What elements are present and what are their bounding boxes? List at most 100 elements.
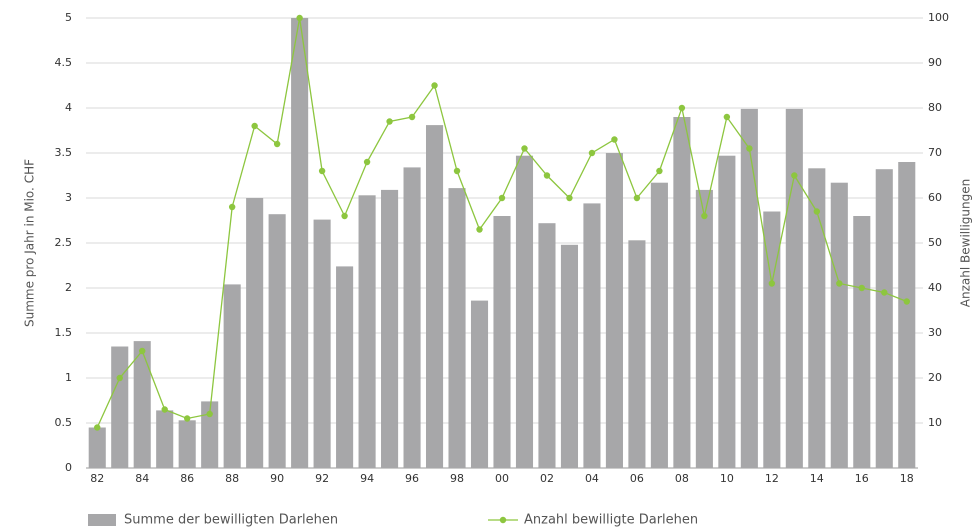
line-point [408, 113, 416, 121]
x-tick-label: 12 [765, 472, 779, 485]
line-point [611, 136, 618, 143]
bar [493, 216, 511, 468]
bar [628, 240, 646, 468]
y2-axis-label: Anzahl Bewilligungen [959, 179, 973, 307]
bar [425, 125, 444, 468]
bar [898, 162, 916, 468]
bar [403, 167, 421, 468]
x-tick-label: 00 [495, 472, 509, 485]
x-tick-label: 04 [585, 472, 599, 485]
line-point [723, 113, 731, 121]
line-point [746, 145, 753, 152]
legend-swatch [88, 514, 116, 526]
line-point [768, 280, 776, 287]
x-tick-label: 18 [900, 472, 914, 485]
bar [201, 401, 219, 468]
line-point [633, 194, 641, 202]
bar [538, 223, 556, 468]
line-point [94, 424, 101, 431]
line-point [656, 167, 663, 175]
y2-tick-label: 20 [928, 371, 942, 384]
y-tick-label: 0 [65, 461, 72, 474]
x-tick-label: 86 [180, 472, 194, 485]
bar [133, 341, 151, 468]
legend-label: Summe der bewilligten Darlehen [124, 513, 338, 528]
legend-swatch [499, 516, 507, 524]
y-tick-label: 2.5 [55, 236, 73, 249]
x-tick-label: 02 [540, 472, 554, 485]
bar [178, 420, 196, 468]
y2-tick-label: 40 [928, 281, 942, 294]
line-point [881, 289, 888, 296]
line-point [273, 140, 281, 148]
line-point [701, 212, 708, 220]
bar [313, 219, 331, 468]
bar [156, 410, 174, 468]
y-tick-label: 2 [65, 281, 72, 294]
y-tick-label: 0.5 [55, 416, 73, 429]
bar [650, 182, 668, 468]
y2-tick-label: 60 [928, 191, 942, 204]
y-tick-label: 4.5 [55, 56, 73, 69]
y-tick-label: 1 [65, 371, 72, 384]
bar [336, 266, 354, 468]
line-point [858, 284, 865, 292]
y2-tick-label: 50 [928, 236, 942, 249]
bar [673, 117, 691, 468]
x-tick-label: 98 [450, 472, 464, 485]
line-point [341, 212, 348, 220]
y-tick-label: 4 [65, 101, 72, 114]
y-axis-label: Summe pro Jahr in Mio. CHF [23, 159, 37, 327]
bar [605, 153, 623, 468]
line-point [476, 226, 483, 233]
x-tick-label: 08 [675, 472, 689, 485]
bar [268, 214, 286, 468]
bar [560, 244, 579, 468]
bar [223, 284, 241, 468]
line-point [678, 104, 686, 112]
y2-tick-label: 10 [928, 416, 942, 429]
y-tick-label: 3 [65, 191, 72, 204]
bar [830, 182, 848, 468]
bar [740, 108, 758, 469]
bar [875, 169, 893, 468]
line-point [116, 374, 123, 382]
y2-tick-label: 30 [928, 326, 942, 339]
bar [448, 188, 466, 468]
line-point [228, 203, 236, 211]
line-point [318, 167, 326, 175]
line-point [566, 194, 573, 202]
line-point [206, 410, 213, 418]
x-tick-label: 88 [225, 472, 239, 485]
line-point [453, 167, 461, 175]
y2-tick-label: 90 [928, 56, 942, 69]
bar [515, 155, 534, 468]
bar [246, 198, 264, 468]
line-point [386, 118, 393, 125]
line-point [498, 194, 506, 202]
x-tick-label: 10 [720, 472, 734, 485]
line-point [588, 149, 596, 157]
x-tick-label: 14 [810, 472, 824, 485]
bar [785, 108, 803, 469]
line-point [139, 347, 146, 355]
bar [718, 155, 736, 468]
y2-tick-label: 80 [928, 101, 942, 114]
line-point [183, 415, 191, 422]
legend-label: Anzahl bewilligte Darlehen [524, 513, 698, 528]
line-point [521, 145, 528, 152]
y2-tick-label: 100 [928, 11, 949, 24]
bar [808, 168, 826, 469]
y-tick-label: 3.5 [55, 146, 73, 159]
y-tick-label: 1.5 [55, 326, 73, 339]
x-tick-label: 06 [630, 472, 644, 485]
line-point [813, 208, 821, 215]
line-point [363, 158, 371, 166]
line-point [836, 280, 843, 287]
line-point [251, 122, 258, 130]
bar [358, 195, 376, 469]
line-point [903, 298, 910, 305]
y-tick-label: 5 [65, 11, 72, 24]
bar [695, 189, 713, 468]
bar [853, 216, 871, 468]
